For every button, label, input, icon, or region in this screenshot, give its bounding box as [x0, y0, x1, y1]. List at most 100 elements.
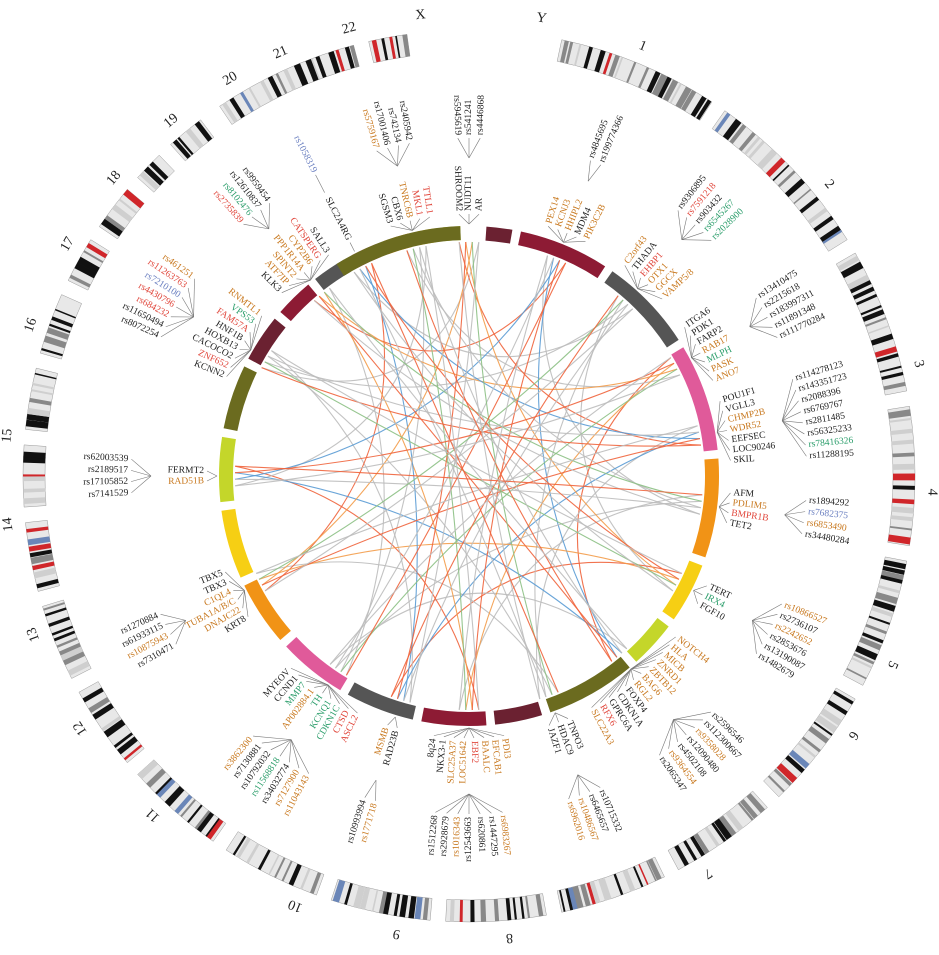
gene-leader: [633, 272, 638, 289]
snp-leader: [262, 740, 291, 743]
link: [319, 296, 617, 657]
snp-leader: [750, 298, 756, 327]
gene-leader: [638, 278, 641, 289]
chromosome-label: X: [415, 7, 427, 23]
snp-leader: [782, 412, 801, 421]
gene-leader: [459, 214, 469, 224]
chromosome-label: 10: [286, 896, 305, 915]
snp-leader: [170, 620, 185, 634]
snp-leader: [785, 512, 805, 515]
chromosome-label: 5: [884, 658, 901, 670]
chromosome-label: 7: [701, 865, 715, 881]
chromosome-segment: [337, 226, 461, 276]
snp-label: rs2928679: [439, 816, 452, 857]
snp-leader: [578, 775, 600, 788]
snp-leader: [785, 515, 804, 523]
chromosome-band: [893, 473, 915, 480]
chromosome-segment: [280, 284, 317, 321]
gene-leader: [304, 272, 310, 280]
chromosome-segment: [221, 509, 253, 578]
snp-label: rs5945619: [451, 95, 462, 136]
snp-leader: [588, 165, 601, 181]
snp-label: rs1016343: [452, 816, 463, 857]
snp-leader: [316, 175, 325, 193]
snp-leader: [678, 210, 682, 239]
snp-label: rs17105852: [83, 477, 128, 488]
snp-leader: [397, 145, 398, 166]
snp-leader: [291, 740, 309, 774]
chromosome-segment: [494, 702, 542, 725]
snp-leader: [673, 720, 677, 742]
snp-leader: [569, 775, 578, 799]
gene-leader: [243, 590, 245, 608]
gene-label: FERMT2: [168, 465, 205, 476]
gene-leader: [240, 349, 251, 350]
chromosome-label: 21: [271, 43, 290, 62]
snp-leader: [752, 604, 781, 620]
gene-label: RAD51B: [168, 476, 204, 487]
chromosome-label: 17: [58, 235, 78, 255]
snp-label: rs1447295: [486, 816, 499, 857]
gene-leader: [434, 728, 469, 736]
chromosome-label: Y: [535, 10, 547, 26]
chromosome-band: [23, 476, 45, 481]
chromosome-ideogram: [557, 40, 712, 121]
snp-leader: [750, 327, 773, 328]
snp-leader: [388, 148, 398, 166]
snp-label: rs11288195: [809, 449, 854, 462]
chromosome-label: 14: [0, 517, 16, 532]
snp-label: rs2189517: [88, 465, 129, 476]
chromosome-band: [893, 485, 915, 489]
gene-leader: [244, 590, 248, 616]
link: [324, 292, 472, 710]
snp-leader: [176, 620, 186, 644]
snp-label: rs12543663: [464, 817, 474, 862]
gene-leader: [638, 285, 648, 289]
link: [335, 258, 553, 668]
gene-label: BAALC: [479, 740, 491, 773]
link: [466, 242, 676, 585]
snp-leader: [243, 224, 268, 229]
chromosome-label: 2: [821, 177, 837, 192]
snp-leader: [289, 740, 291, 763]
gene-leader: [563, 241, 585, 242]
snp-label: rs1058319: [291, 134, 318, 175]
chromosome-label: 1: [636, 38, 648, 55]
snp-leader: [673, 712, 710, 720]
chromosome-label: 9: [392, 926, 401, 942]
gene-label: LOC51642: [458, 741, 469, 784]
chromosome-band: [23, 474, 45, 476]
snp-leader: [161, 614, 186, 620]
snp-leader: [782, 421, 805, 445]
chromosome-label: 8: [505, 930, 513, 946]
chromosome-label: 6: [845, 728, 861, 742]
snp-leader: [578, 775, 590, 792]
link: [268, 356, 552, 695]
chromosome-band: [460, 900, 463, 922]
gene-leader: [469, 728, 504, 736]
chromosome-band: [480, 900, 486, 922]
link: [472, 242, 552, 695]
gene-leader: [549, 713, 555, 726]
snp-leader: [365, 780, 376, 797]
gene-label: SLC25A37: [446, 740, 458, 784]
snp-leader: [165, 620, 185, 624]
snp-label: rs7141529: [88, 488, 129, 500]
snp-leader: [752, 620, 772, 624]
chromosome-label: 15: [0, 428, 16, 443]
gene-leader: [558, 229, 564, 242]
chromosome-band: [470, 900, 474, 922]
gene-leader: [207, 476, 217, 481]
snp-label: rs541241: [464, 99, 474, 135]
snp-leader: [752, 614, 777, 620]
gene-leader: [250, 332, 251, 350]
chromosome-label: 11: [143, 805, 163, 825]
chromosome-segment: [224, 366, 257, 431]
gene-leader: [322, 685, 328, 693]
snp-leader: [669, 720, 674, 749]
snp-leader: [578, 775, 580, 796]
chromosome-label: 20: [221, 69, 241, 89]
snp-leader: [752, 620, 767, 634]
snp-leader: [271, 740, 291, 750]
